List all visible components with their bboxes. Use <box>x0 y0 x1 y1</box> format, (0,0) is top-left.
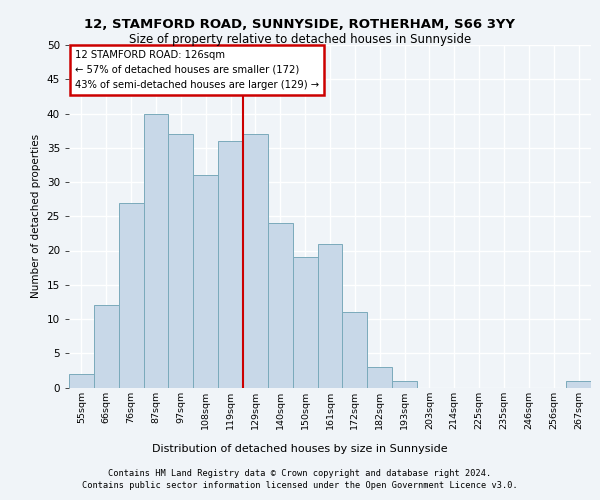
Text: Distribution of detached houses by size in Sunnyside: Distribution of detached houses by size … <box>152 444 448 454</box>
Text: Contains public sector information licensed under the Open Government Licence v3: Contains public sector information licen… <box>82 481 518 490</box>
Bar <box>392 380 417 388</box>
Bar <box>193 175 218 388</box>
Text: 12 STAMFORD ROAD: 126sqm
← 57% of detached houses are smaller (172)
43% of semi-: 12 STAMFORD ROAD: 126sqm ← 57% of detach… <box>75 50 319 90</box>
Y-axis label: Number of detached properties: Number of detached properties <box>31 134 41 298</box>
Bar <box>169 134 193 388</box>
Bar <box>218 141 243 388</box>
Bar <box>119 202 143 388</box>
Bar <box>143 114 169 388</box>
Bar <box>343 312 367 388</box>
Text: Contains HM Land Registry data © Crown copyright and database right 2024.: Contains HM Land Registry data © Crown c… <box>109 468 491 477</box>
Bar <box>243 134 268 388</box>
Bar <box>69 374 94 388</box>
Bar <box>367 367 392 388</box>
Bar <box>268 223 293 388</box>
Bar <box>317 244 343 388</box>
Bar <box>293 258 317 388</box>
Bar <box>94 306 119 388</box>
Bar <box>566 380 591 388</box>
Text: Size of property relative to detached houses in Sunnyside: Size of property relative to detached ho… <box>129 32 471 46</box>
Text: 12, STAMFORD ROAD, SUNNYSIDE, ROTHERHAM, S66 3YY: 12, STAMFORD ROAD, SUNNYSIDE, ROTHERHAM,… <box>85 18 515 30</box>
